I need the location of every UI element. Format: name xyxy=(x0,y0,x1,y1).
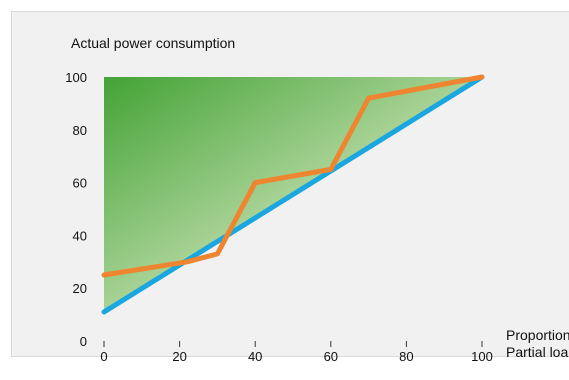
ideal-consumption-line xyxy=(101,74,485,315)
y-tick-label: 60 xyxy=(73,176,87,191)
x-tick-label: 100 xyxy=(471,349,493,364)
y-tick-label: 100 xyxy=(65,70,87,85)
x-axis-title-line-2: Partial loa xyxy=(506,344,568,360)
y-tick-label: 20 xyxy=(73,281,87,296)
x-axis-title-line-1: Proportion xyxy=(506,327,569,343)
x-tick-label: 20 xyxy=(172,349,186,364)
y-axis-title: Actual power consumption xyxy=(71,35,235,51)
y-tick-label: 80 xyxy=(73,123,87,138)
x-tick-label: 60 xyxy=(324,349,338,364)
y-tick-label: 0 xyxy=(80,334,87,349)
x-tick-label: 40 xyxy=(248,349,262,364)
actual-consumption-line xyxy=(101,74,485,278)
x-tick-label: 80 xyxy=(399,349,413,364)
x-tick-label: 0 xyxy=(100,349,107,364)
y-tick-label: 40 xyxy=(73,228,87,243)
